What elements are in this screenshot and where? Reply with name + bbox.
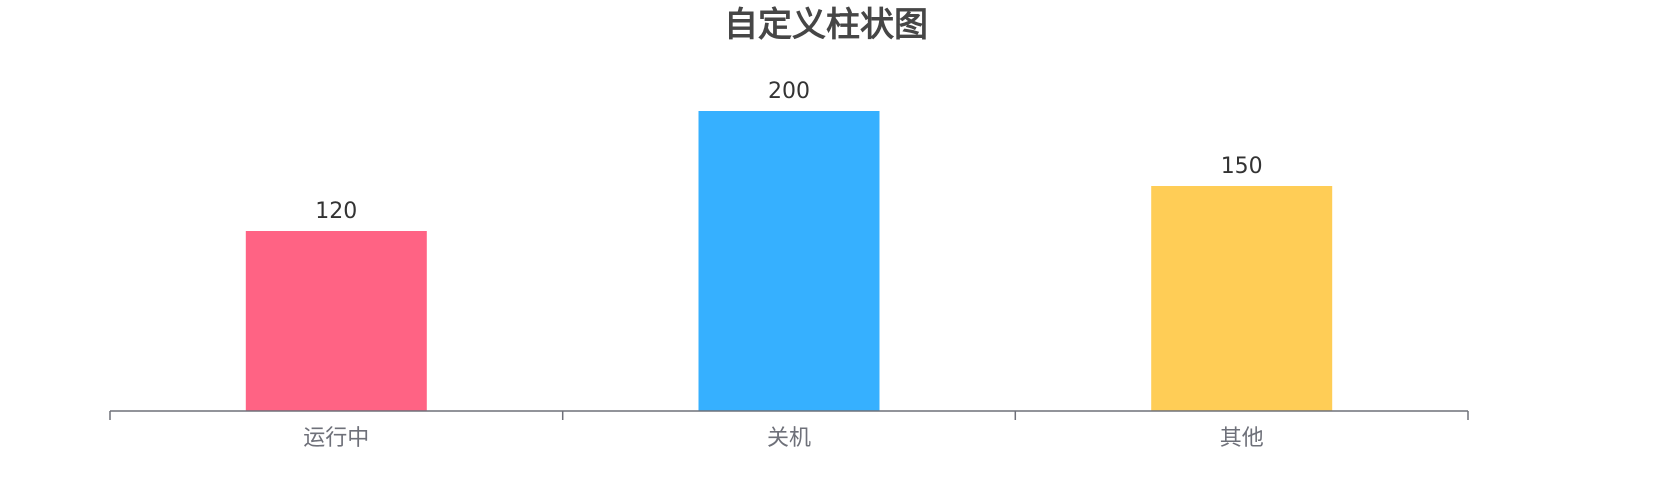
x-tick-label-2: 关机 xyxy=(767,426,811,451)
bar-1 xyxy=(245,231,427,411)
value-labels-group: 120 200 150 xyxy=(315,79,1262,224)
x-axis: 运行中 关机 其他 xyxy=(109,410,1469,451)
data-label-3: 150 xyxy=(1221,154,1263,179)
x-tick-label-1: 运行中 xyxy=(303,426,369,451)
x-tick-label-3: 其他 xyxy=(1220,426,1264,451)
data-label-2: 200 xyxy=(768,79,810,104)
bar-2 xyxy=(698,111,880,411)
bar-3 xyxy=(1151,186,1333,411)
bars-group xyxy=(245,111,1333,411)
chart-title: 自定义柱状图 xyxy=(724,5,928,45)
data-label-1: 120 xyxy=(315,199,357,224)
